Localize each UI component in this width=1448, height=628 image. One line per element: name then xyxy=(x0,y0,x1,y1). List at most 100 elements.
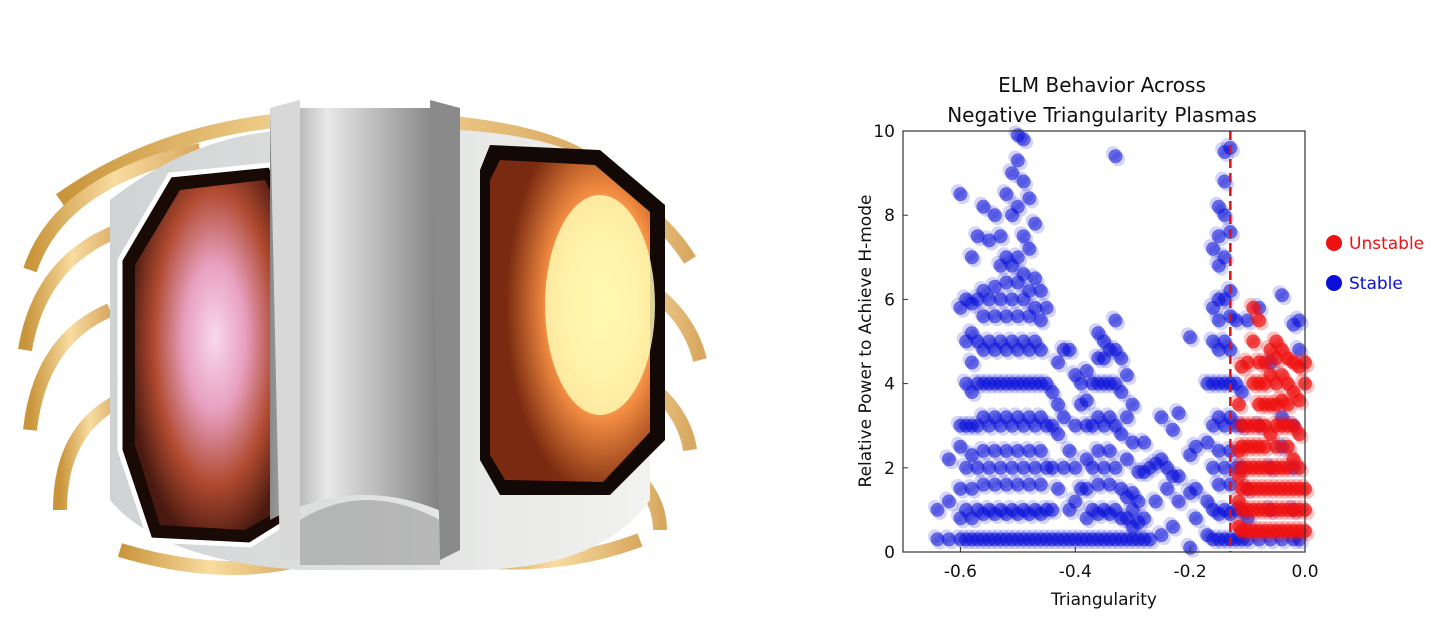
data-point-unstable xyxy=(1255,415,1270,430)
data-point-stable xyxy=(1042,382,1057,397)
data-point-stable xyxy=(1051,481,1066,496)
data-point-stable xyxy=(987,208,1002,223)
data-point-stable xyxy=(1022,241,1037,256)
data-point-stable xyxy=(1077,478,1092,493)
data-point-stable xyxy=(1016,132,1031,147)
data-point-stable xyxy=(1211,313,1226,328)
data-point-stable xyxy=(1157,457,1172,472)
data-point-stable xyxy=(1162,484,1177,499)
data-point-stable xyxy=(1065,457,1080,472)
data-point-stable xyxy=(1042,499,1057,514)
data-point-stable xyxy=(962,323,977,338)
data-point-stable xyxy=(1119,368,1134,383)
data-point-stable xyxy=(1188,481,1203,496)
x-axis-label: Triangularity xyxy=(1050,590,1157,610)
data-point-stable xyxy=(1031,280,1046,295)
data-point-stable xyxy=(1169,466,1184,481)
data-point-stable xyxy=(1180,537,1195,552)
data-point-stable xyxy=(1024,244,1039,259)
plot-frame xyxy=(902,130,1306,553)
data-point-stable xyxy=(1111,478,1126,493)
data-point-stable xyxy=(1209,226,1224,241)
data-point-unstable xyxy=(1280,397,1295,412)
data-point-stable xyxy=(1131,494,1146,509)
data-point-stable xyxy=(1013,156,1028,171)
data-point-stable xyxy=(950,478,965,493)
data-point-stable xyxy=(1122,413,1137,428)
data-point-stable xyxy=(985,276,1000,291)
data-point-unstable xyxy=(1246,300,1261,315)
data-point-stable xyxy=(1119,410,1134,425)
data-point-stable xyxy=(976,477,991,492)
data-point-stable xyxy=(1070,463,1085,478)
data-point-unstable xyxy=(1295,352,1310,367)
data-point-stable xyxy=(955,190,970,205)
data-point-stable xyxy=(1289,310,1304,325)
data-point-stable xyxy=(1160,481,1175,496)
data-point-unstable xyxy=(1300,526,1315,541)
data-point-stable xyxy=(987,443,1002,458)
data-point-stable xyxy=(1065,491,1080,506)
data-point-stable xyxy=(1005,460,1020,475)
data-point-stable xyxy=(959,460,974,475)
data-point-stable xyxy=(1019,177,1034,192)
data-point-stable xyxy=(999,187,1014,202)
data-point-stable xyxy=(1211,443,1226,458)
data-point-stable xyxy=(996,474,1011,489)
data-point-stable xyxy=(996,247,1011,262)
data-point-stable xyxy=(930,502,945,517)
data-point-stable xyxy=(1008,306,1023,321)
data-point-stable xyxy=(985,407,1000,422)
data-point-stable xyxy=(1215,205,1230,220)
data-point-unstable xyxy=(1229,394,1244,409)
data-point-stable xyxy=(1031,440,1046,455)
data-point-stable xyxy=(1074,376,1089,391)
data-point-stable xyxy=(1053,358,1068,373)
data-point-unstable xyxy=(1257,439,1272,454)
data-point-stable xyxy=(1169,491,1184,506)
data-point-stable xyxy=(1191,484,1206,499)
data-point-stable xyxy=(1028,460,1043,475)
data-point-stable xyxy=(1277,291,1292,306)
data-point-stable xyxy=(1206,460,1221,475)
data-point-stable xyxy=(1209,196,1224,211)
data-point-stable xyxy=(1060,339,1075,354)
data-point-stable xyxy=(1010,309,1025,324)
data-point-stable xyxy=(1111,348,1126,363)
data-point-stable xyxy=(987,477,1002,492)
data-point-stable xyxy=(964,448,979,463)
data-point-stable xyxy=(1002,331,1017,346)
data-point-stable xyxy=(993,229,1008,244)
data-point-stable xyxy=(1088,440,1103,455)
tokamak-cutaway-illustration xyxy=(18,100,707,575)
data-point-stable xyxy=(991,457,1006,472)
data-point-stable xyxy=(970,229,985,244)
data-point-stable xyxy=(1008,474,1023,489)
data-point-stable xyxy=(944,455,959,470)
data-point-stable xyxy=(987,309,1002,324)
data-point-unstable xyxy=(1269,439,1284,454)
y-tick-label: 2 xyxy=(884,459,895,479)
data-point-stable xyxy=(1047,505,1062,520)
data-point-stable xyxy=(1108,313,1123,328)
data-point-stable xyxy=(1014,226,1029,241)
data-point-unstable xyxy=(1254,316,1269,331)
data-point-stable xyxy=(993,292,1008,307)
data-point-stable xyxy=(976,199,991,214)
data-point-stable xyxy=(1010,153,1025,168)
data-point-stable xyxy=(1185,451,1200,466)
data-point-stable xyxy=(1010,477,1025,492)
legend-marker-stable xyxy=(1326,275,1342,291)
data-point-stable xyxy=(1031,339,1046,354)
data-point-stable xyxy=(1045,385,1060,400)
data-point-stable xyxy=(999,275,1014,290)
data-point-stable xyxy=(1123,394,1138,409)
data-point-stable xyxy=(1048,478,1063,493)
data-point-stable xyxy=(1108,460,1123,475)
data-point-unstable xyxy=(1234,400,1249,415)
data-point-stable xyxy=(1234,385,1249,400)
data-point-stable xyxy=(1139,438,1154,453)
data-point-stable xyxy=(1200,435,1215,450)
data-point-stable xyxy=(1105,415,1120,430)
data-point-stable xyxy=(1019,474,1034,489)
